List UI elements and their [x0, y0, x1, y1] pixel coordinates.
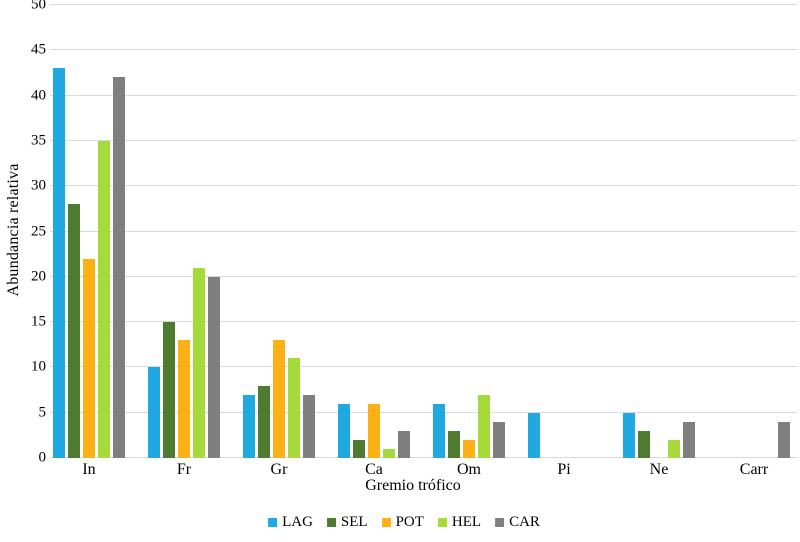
legend-item-LAG: LAG	[268, 514, 313, 530]
x-tick-label-Ne: Ne	[649, 461, 669, 478]
legend-item-HEL: HEL	[437, 514, 482, 530]
gridline-40	[50, 94, 797, 96]
bar-Gr-HEL	[288, 358, 300, 458]
bar-Om-SEL	[448, 431, 460, 458]
y-tick-label-30: 30	[31, 177, 46, 194]
y-tick-label-40: 40	[31, 87, 46, 104]
bar-Pi-LAG	[528, 413, 540, 458]
gridline-15	[50, 321, 797, 323]
bar-Gr-SEL	[258, 386, 270, 458]
y-tick-label-35: 35	[31, 132, 46, 149]
x-tick-label-Gr: Gr	[270, 461, 288, 478]
gridline-35	[50, 139, 797, 141]
y-tick-label-45: 45	[31, 41, 46, 58]
legend-item-SEL: SEL	[326, 514, 368, 530]
bar-Ne-CAR	[683, 422, 695, 458]
legend-label: CAR	[509, 514, 540, 530]
y-tick-label-50: 50	[31, 0, 46, 13]
plot-area	[50, 4, 797, 458]
x-tick-label-Carr: Carr	[739, 461, 769, 478]
bar-Ca-CAR	[398, 431, 410, 458]
x-tick-label-Om: Om	[457, 461, 481, 478]
x-tick-label-Ca: Ca	[365, 461, 383, 478]
bar-Om-LAG	[433, 404, 445, 458]
bar-Carr-CAR	[778, 422, 790, 458]
legend-swatch-icon	[495, 517, 505, 527]
bar-Ne-HEL	[668, 440, 680, 458]
y-tick-label-10: 10	[31, 358, 46, 375]
legend-swatch-icon	[437, 517, 447, 527]
bar-In-HEL	[98, 141, 110, 458]
legend-label: HEL	[451, 514, 482, 530]
gridline-45	[50, 49, 797, 51]
y-tick-label-25: 25	[31, 223, 46, 239]
y-tick-label-20: 20	[31, 268, 46, 285]
y-tick-label-15: 15	[31, 313, 46, 330]
bar-Fr-HEL	[193, 268, 205, 458]
bar-Fr-POT	[178, 340, 190, 458]
bar-Ne-LAG	[623, 413, 635, 458]
x-tick-label-Pi: Pi	[557, 461, 571, 478]
bar-Gr-POT	[273, 340, 285, 458]
legend-item-POT: POT	[381, 514, 424, 530]
x-tick-label-Fr: Fr	[176, 461, 192, 478]
bar-Gr-LAG	[243, 395, 255, 458]
gridline-0	[50, 457, 797, 458]
x-axis-labels: In Fr Gr Ca Om Pi Ne Carr	[50, 461, 797, 479]
bar-Ca-SEL	[353, 440, 365, 458]
gridline-50	[50, 4, 797, 5]
bar-Ca-HEL	[383, 449, 395, 458]
bar-Fr-CAR	[208, 277, 220, 458]
legend-label: POT	[395, 514, 424, 530]
legend: LAG SEL POT HEL CAR	[268, 514, 540, 530]
bar-In-LAG	[53, 68, 65, 458]
legend-swatch-icon	[381, 517, 391, 527]
gridline-20	[50, 275, 797, 277]
gridline-30	[50, 185, 797, 187]
bar-In-SEL	[68, 204, 80, 458]
bar-In-CAR	[113, 77, 125, 458]
bar-Fr-SEL	[163, 322, 175, 458]
bar-In-POT	[83, 259, 95, 458]
gridline-5	[50, 411, 797, 413]
gridline-25	[50, 230, 797, 232]
legend-swatch-icon	[326, 517, 336, 527]
bar-Fr-LAG	[148, 367, 160, 458]
bar-Om-HEL	[478, 395, 490, 458]
bar-Ca-LAG	[338, 404, 350, 458]
y-tick-label-0: 0	[38, 449, 47, 466]
bar-Gr-CAR	[303, 395, 315, 458]
bar-Ca-POT	[368, 404, 380, 458]
y-axis-tick-labels: 0 5 10 15 20 25 30 35 40 45 50	[0, 0, 46, 542]
bar-Om-CAR	[493, 422, 505, 458]
x-axis-title: Gremio trófico	[365, 477, 461, 494]
legend-label: LAG	[282, 514, 313, 530]
x-tick-label-In: In	[82, 461, 96, 478]
bar-Om-POT	[463, 440, 475, 458]
gridline-10	[50, 366, 797, 368]
bar-Ne-SEL	[638, 431, 650, 458]
legend-swatch-icon	[268, 517, 278, 527]
legend-item-CAR: CAR	[495, 514, 540, 530]
legend-label: SEL	[340, 514, 368, 530]
y-tick-label-5: 5	[38, 404, 47, 421]
